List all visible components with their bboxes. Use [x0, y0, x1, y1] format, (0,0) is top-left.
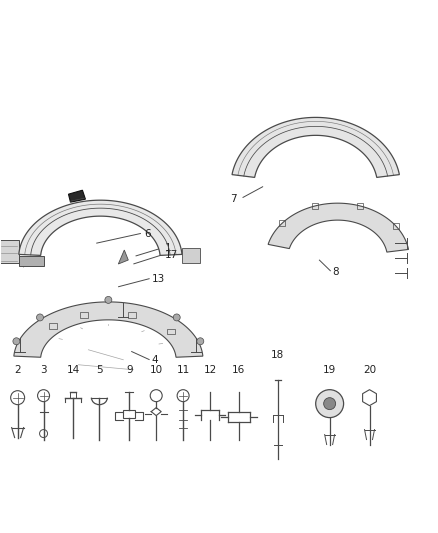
Text: 4: 4 — [151, 354, 158, 365]
Text: 8: 8 — [332, 267, 339, 277]
Text: 18: 18 — [271, 350, 284, 360]
Text: 19: 19 — [323, 365, 336, 375]
Polygon shape — [19, 200, 182, 255]
Text: 13: 13 — [151, 274, 165, 284]
Circle shape — [197, 338, 204, 345]
Text: 12: 12 — [203, 365, 217, 375]
Text: 17: 17 — [164, 250, 178, 260]
Circle shape — [173, 314, 180, 321]
Circle shape — [316, 390, 343, 417]
Polygon shape — [182, 248, 200, 263]
Text: 3: 3 — [40, 365, 47, 375]
Text: 1: 1 — [164, 243, 171, 253]
Bar — [312, 203, 318, 209]
Bar — [357, 203, 363, 209]
Bar — [49, 324, 57, 329]
Bar — [124, 410, 135, 417]
Text: 9: 9 — [126, 365, 133, 375]
Circle shape — [324, 398, 336, 410]
Polygon shape — [14, 302, 203, 357]
Polygon shape — [232, 117, 399, 177]
Circle shape — [105, 296, 112, 303]
Bar — [128, 312, 136, 318]
Text: 5: 5 — [96, 365, 102, 375]
Circle shape — [36, 314, 43, 321]
Text: 14: 14 — [67, 365, 80, 375]
Text: 6: 6 — [144, 229, 151, 239]
Text: 20: 20 — [363, 365, 376, 375]
Polygon shape — [0, 240, 19, 263]
Text: 10: 10 — [150, 365, 163, 375]
Text: 11: 11 — [177, 365, 190, 375]
Polygon shape — [19, 257, 24, 267]
Polygon shape — [68, 190, 85, 202]
Text: 7: 7 — [230, 194, 237, 204]
Text: 16: 16 — [232, 365, 246, 375]
Circle shape — [13, 338, 20, 345]
Text: 2: 2 — [14, 365, 21, 375]
Polygon shape — [268, 203, 409, 252]
Polygon shape — [118, 250, 128, 264]
Bar — [393, 223, 399, 229]
Bar — [167, 329, 175, 334]
Bar — [80, 312, 88, 318]
Bar — [279, 220, 285, 226]
Polygon shape — [19, 256, 43, 266]
